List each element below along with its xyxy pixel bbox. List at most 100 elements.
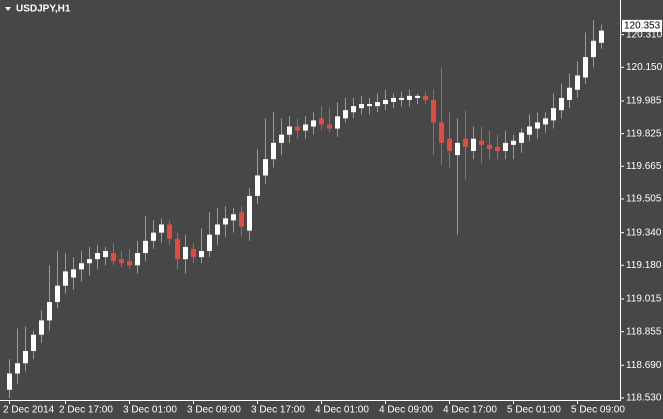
candle-body: [239, 212, 244, 227]
chart-title: USDJPY,H1: [16, 4, 71, 15]
candle-body: [167, 224, 172, 239]
x-tick-label: 3 Dec 17:00: [251, 405, 305, 416]
candle-body: [103, 251, 108, 258]
candle-body: [143, 240, 148, 254]
candle-body: [447, 138, 452, 151]
y-tick-label: 118.530: [626, 393, 662, 404]
candle-body: [151, 232, 156, 241]
candle-body: [71, 269, 76, 278]
last-price-label: 120.353: [624, 21, 661, 32]
candle-body: [175, 238, 180, 260]
y-tick-label: 118.690: [626, 360, 662, 371]
candle-body: [63, 271, 68, 286]
candle-body: [255, 175, 260, 196]
y-tick-label: 119.505: [626, 194, 662, 205]
candle-body: [455, 142, 460, 156]
candle-body: [23, 351, 28, 364]
y-tick-label: 119.825: [626, 128, 662, 139]
candle-body: [591, 40, 596, 58]
candle-body: [247, 195, 252, 231]
y-tick-label: 119.985: [626, 96, 662, 107]
candle-body: [127, 261, 132, 266]
candle-body: [575, 75, 580, 90]
candle-body: [535, 122, 540, 129]
y-tick-label: 119.340: [626, 227, 662, 238]
candle-body: [215, 224, 220, 235]
candle-body: [271, 142, 276, 160]
y-tick-label: 119.180: [626, 260, 662, 271]
candle-body: [303, 124, 308, 131]
candle-body: [15, 363, 20, 374]
candle-body: [159, 224, 164, 233]
candle-body: [503, 142, 508, 151]
candle-body: [31, 334, 36, 352]
candle-body: [95, 253, 100, 260]
symbol-menu-arrow[interactable]: [5, 7, 11, 11]
candle-body: [343, 110, 348, 119]
candle-body: [55, 285, 60, 303]
candle-body: [583, 57, 588, 78]
candle-body: [479, 140, 484, 145]
candle-body: [559, 97, 564, 111]
candle-body: [327, 124, 332, 129]
candle-body: [223, 218, 228, 225]
candle-body: [495, 146, 500, 151]
candle-body: [567, 87, 572, 100]
candle-body: [183, 246, 188, 260]
candle-body: [335, 116, 340, 129]
candle-body: [383, 99, 388, 105]
x-tick-label: 3 Dec 01:00: [123, 405, 177, 416]
x-tick-label: 4 Dec 17:00: [443, 405, 497, 416]
candle-body: [87, 259, 92, 264]
candle-body: [399, 97, 404, 100]
candle-body: [599, 30, 604, 43]
candle-body: [471, 138, 476, 151]
x-tick-label: 5 Dec 01:00: [507, 405, 561, 416]
y-tick-label: 119.015: [626, 294, 662, 305]
candle-body: [207, 234, 212, 252]
candle-body: [7, 373, 12, 390]
x-tick-label: 3 Dec 09:00: [187, 405, 241, 416]
candle-body: [439, 122, 444, 143]
candle-body: [375, 102, 380, 107]
candle-body: [199, 251, 204, 258]
candle-body: [279, 134, 284, 143]
candle-body: [135, 253, 140, 266]
candle-body: [47, 302, 52, 321]
candle-body: [407, 95, 412, 100]
candle-body: [391, 97, 396, 103]
candle-body: [311, 120, 316, 127]
candle-body: [551, 108, 556, 121]
last-price-box: [622, 19, 662, 32]
y-tick-label: 119.665: [626, 161, 662, 172]
candle-body: [543, 118, 548, 125]
candle-body: [487, 144, 492, 149]
candle-body: [39, 320, 44, 335]
candle-body: [231, 214, 236, 221]
x-tick-label: 4 Dec 09:00: [379, 405, 433, 416]
candle-body: [423, 95, 428, 100]
candle-body: [119, 259, 124, 264]
candle-body: [367, 104, 372, 107]
candle-body: [191, 248, 196, 258]
candle-body: [351, 106, 356, 113]
x-tick-label: 2 Dec 17:00: [59, 405, 113, 416]
candle-body: [463, 138, 468, 147]
x-tick-label: 4 Dec 01:00: [315, 405, 369, 416]
candle-body: [263, 159, 268, 176]
candle-body: [431, 99, 436, 123]
y-tick-label: 120.310: [626, 29, 663, 40]
candle-body: [287, 126, 292, 135]
candle-body: [415, 95, 420, 98]
candle-body: [519, 132, 524, 143]
candle-body: [511, 140, 516, 145]
x-tick-label: 5 Dec 09:00: [571, 405, 625, 416]
y-tick-label: 118.855: [626, 326, 662, 337]
y-tick-label: 120.150: [626, 62, 663, 73]
x-tick-label: 2 Dec 2014: [3, 405, 55, 416]
candle-body: [359, 104, 364, 109]
candle-body: [527, 126, 532, 135]
candle-body: [295, 126, 300, 131]
